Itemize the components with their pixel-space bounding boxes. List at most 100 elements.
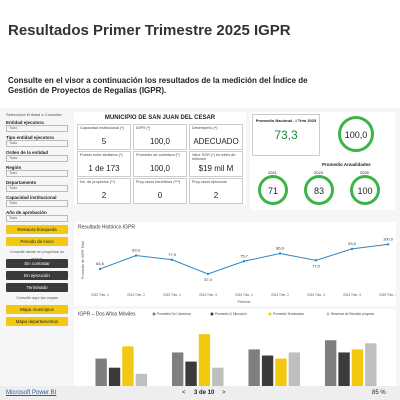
kpi-cell: Promedio de cobertura (*) 100,0 <box>133 151 187 177</box>
data-label: 64,6 <box>96 261 105 266</box>
bar <box>248 349 260 386</box>
annual-year: 2025 <box>360 170 369 175</box>
legend-swatch <box>152 312 156 316</box>
prev-page[interactable]: < <box>182 390 186 396</box>
bar <box>198 334 211 386</box>
kpi-value: 2 <box>213 191 219 200</box>
kpi-label: Desempeño (*) <box>192 126 218 130</box>
gauge-value: 100,0 <box>344 130 368 140</box>
nav-button[interactable]: Sin contratar <box>6 259 68 268</box>
filter-dropdown[interactable]: Todo <box>6 170 68 177</box>
sidebar-heading: Seleccione Entidad a Consultar <box>6 112 62 117</box>
nav-button: Consulte desde en proyectos un estado <box>9 250 65 261</box>
sidebar: Seleccione Entidad a Consultar Entidad e… <box>6 112 68 326</box>
bar <box>351 349 364 386</box>
gauge: 100,0 <box>338 116 374 152</box>
kpi-cell: No. de proyectos (**) 2 <box>77 178 131 204</box>
line-series <box>99 243 389 275</box>
filter-label: Orden de la entidad <box>6 150 49 155</box>
line-chart: Resultado Histórico IGPR Promedio de IGPR… <box>74 222 396 306</box>
filter-dropdown[interactable]: Todo <box>6 125 68 132</box>
annual-year: 2021 <box>268 170 277 175</box>
kpi-value: $19 mil M <box>198 164 234 173</box>
kpi-value: 0 <box>157 191 163 200</box>
national-value: 73,3 <box>274 128 298 142</box>
bar-chart: IGPR – Dos Años Móviles Promedio De Cober… <box>74 309 396 386</box>
gauge: 100 <box>350 175 380 205</box>
x-tick-label: 2024 Trim. 1 <box>235 293 253 297</box>
kpi-value: 100,0 <box>149 164 171 173</box>
nav-button[interactable]: En ejecución <box>6 271 68 280</box>
line-point <box>98 267 102 271</box>
nav-button[interactable]: Mapa departamentos <box>6 317 68 326</box>
national-card: Promedio Nacional - I Trim 2025 73,3 <box>252 114 320 156</box>
bar <box>171 352 184 386</box>
bar <box>261 355 274 386</box>
bar <box>324 340 337 386</box>
legend-label: Reservar de Rendido proyecto <box>331 312 374 316</box>
chart-title: Resultado Histórico IGPR <box>78 224 135 230</box>
x-tick-label: 2023 Trim. 4 <box>199 293 217 297</box>
legend-swatch <box>210 312 214 316</box>
line-point <box>278 252 282 255</box>
bar <box>288 352 301 386</box>
kpi-cell: Capacidad institucional (*) 5 <box>77 124 131 150</box>
data-label: 75,7 <box>240 253 249 258</box>
filter-label: Capacidad institucional <box>6 195 57 200</box>
gauge: 83 <box>304 175 334 205</box>
filter-dropdown[interactable]: Todo <box>6 200 68 207</box>
page-title: Resultados Primer Trimestre 2025 IGPR <box>8 22 291 39</box>
filter-dropdown[interactable]: Todo <box>6 215 68 222</box>
kpi-value: 2 <box>101 191 107 200</box>
data-label: 86,9 <box>276 246 285 251</box>
powerbi-link[interactable]: Microsoft Power BI <box>6 390 57 396</box>
bar <box>365 343 377 386</box>
kpi-label: Proy ceros beneficios (***) <box>136 180 181 184</box>
bar <box>122 346 134 386</box>
kpi-value: 100,0 <box>149 137 171 146</box>
national-label: Promedio Nacional - I Trim 2025 <box>255 118 317 123</box>
data-label: 77,9 <box>168 252 177 257</box>
filter-label: Región <box>6 165 22 170</box>
line-point <box>170 258 174 261</box>
filter-dropdown[interactable]: Todo <box>6 185 68 192</box>
gauge: 71 <box>258 175 288 205</box>
kpi-cell: Valor SGR (*) en miles de millones $19 mi… <box>189 151 243 177</box>
zoom: 85 % <box>372 390 386 396</box>
kpi-value: ADECUADO <box>193 137 239 146</box>
kpi-panel: MUNICIPIO DE SAN JUAN DEL CESAR Capacida… <box>74 112 246 204</box>
line-point <box>134 254 138 257</box>
nav-button[interactable]: Restaura búsqueda <box>6 225 68 234</box>
filter-label: Tipo entidad ejecutora <box>6 135 54 140</box>
data-label: 77,0 <box>312 263 321 268</box>
filter-dropdown[interactable]: Todo <box>6 155 68 162</box>
kpi-cell: IGPR (*) 100,0 <box>133 124 187 150</box>
x-tick-label: 2022 Trim. 2 <box>127 293 145 297</box>
kpi-label: Proy ceros ejecución <box>192 180 228 184</box>
annual-title: Promedio Anualidades <box>322 162 371 167</box>
nav-button[interactable]: Mapa municipios <box>6 305 68 314</box>
line-point <box>314 259 318 262</box>
chart-title: IGPR – Dos Años Móviles <box>78 311 136 317</box>
x-tick-label: 2024 Trim. 2 <box>271 293 289 297</box>
kpi-label: Valor SGR (*) en miles de millones <box>192 153 236 162</box>
filter-dropdown[interactable]: Todo <box>6 140 68 147</box>
y-axis-label: Promedio de IGPR Total <box>81 241 85 279</box>
x-tick-label: 2022 Trim. 1 <box>91 293 109 297</box>
nav-button[interactable]: Terminado <box>6 283 68 292</box>
filter-label: Entidad ejecutora <box>6 120 44 125</box>
kpi-cell: Puesto entre similares (*) 1 de 173 <box>77 151 131 177</box>
gauge-value: 83 <box>313 186 324 196</box>
next-page[interactable]: > <box>222 390 226 396</box>
data-label: 83,9 <box>132 248 141 253</box>
data-label: 93,5 <box>348 241 357 246</box>
subtitle: Consulte en el visor a continuación los … <box>8 76 308 95</box>
nav-button[interactable]: Periodo de inicio <box>6 237 68 246</box>
annual-year: 2023 <box>314 170 323 175</box>
kpi-label: No. de proyectos (**) <box>80 180 116 184</box>
legend-label: Promedio De Cobertura <box>157 312 191 316</box>
line-point <box>206 272 210 276</box>
summary-panel: Promedio Nacional - I Trim 2025 73,3 100,0… <box>250 112 395 210</box>
gauge-value: 100 <box>357 186 373 196</box>
